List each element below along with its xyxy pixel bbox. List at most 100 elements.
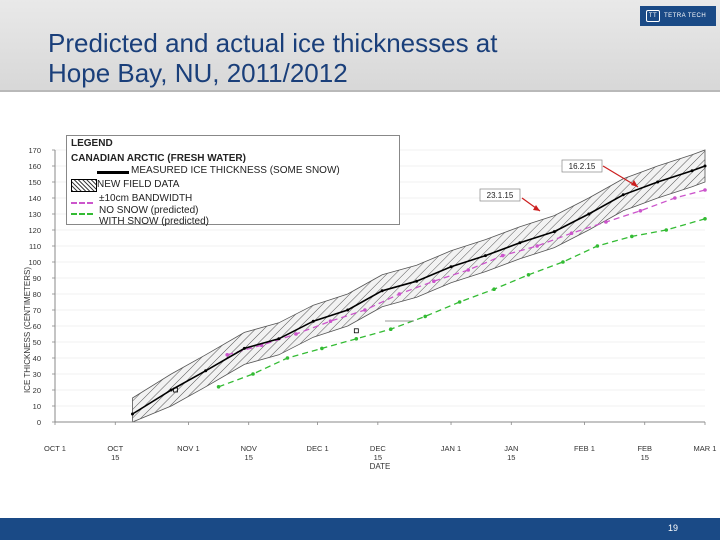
data-point-with-snow [561, 260, 565, 264]
data-point-no-snow [535, 244, 539, 248]
legend-title: LEGEND [71, 138, 113, 149]
callout-label: 23.1.15 [487, 191, 514, 200]
x-tick-label: JAN 1 [441, 444, 461, 453]
data-point-no-snow [466, 268, 471, 272]
company-logo: TT TETRA TECH [640, 6, 716, 26]
slide-title: Predicted and actual ice thicknesses at … [48, 28, 497, 88]
data-point-measured [415, 279, 419, 283]
y-tick-label: 50 [33, 338, 41, 347]
data-point-field-data [173, 387, 178, 393]
y-tick-label: 160 [28, 162, 41, 171]
data-point-no-snow [363, 308, 367, 312]
data-point-no-snow [432, 279, 436, 283]
callout-16-2-15: 16.2.15 [561, 159, 639, 188]
data-point-measured [587, 212, 591, 216]
legend-swatch-with-snow [71, 213, 93, 215]
data-point-measured [311, 319, 315, 323]
data-point-measured [169, 388, 173, 392]
legend-item-bandwidth: ±10cm BANDWIDTH [99, 193, 193, 204]
legend-swatch-no-snow [71, 202, 93, 204]
data-point-measured [483, 254, 487, 258]
x-tick-label: DEC 1 [307, 444, 329, 453]
data-point-with-snow [320, 346, 324, 351]
x-tick-label-line: 15 [374, 453, 382, 462]
data-point-measured [242, 346, 246, 350]
data-point-measured [703, 164, 707, 168]
data-point-measured [346, 308, 350, 312]
y-tick-label: 140 [28, 194, 41, 203]
x-tick-label: MAR 1 [694, 444, 717, 453]
x-tick-label-line: 15 [641, 453, 649, 462]
slide-header [0, 0, 720, 92]
data-point-field-data [353, 328, 359, 334]
x-axis-label: DATE [370, 462, 391, 471]
x-tick-label-line: 15 [245, 453, 253, 462]
data-point-measured [277, 337, 281, 341]
data-point-with-snow [492, 287, 496, 291]
y-tick-label: 100 [28, 258, 41, 267]
data-point-no-snow [225, 353, 229, 357]
data-point-with-snow [216, 385, 221, 389]
y-tick-label: 80 [33, 290, 41, 299]
y-tick-label: 130 [28, 210, 41, 219]
x-tick-label-line: DEC [370, 444, 386, 453]
bandwidth-polygon [132, 149, 706, 423]
x-tick-label: JAN 15 [504, 444, 518, 462]
data-point-with-snow [251, 372, 255, 376]
y-axis-label-text: ICE THICKNESS (CENTIMETERS) [23, 267, 32, 393]
data-point-with-snow [388, 327, 393, 331]
legend-item-with-snow: WITH SNOW (predicted) [99, 216, 210, 227]
callout-label: 16.2.15 [569, 162, 596, 171]
callout-23-1-15: 23.1.15 [479, 188, 541, 212]
series-line-with-snow [218, 218, 706, 388]
data-point-measured [518, 241, 522, 245]
y-axis-label: ICE THICKNESS (CENTIMETERS) [23, 267, 32, 393]
bandwidth-band [132, 149, 706, 423]
y-tick-label: 110 [29, 242, 41, 251]
data-point-no-snow [500, 253, 505, 258]
x-tick-label-line: FEB [637, 444, 652, 453]
x-tick-label-line: NOV [241, 444, 257, 453]
data-point-measured [204, 369, 208, 373]
y-tick-label: 90 [33, 274, 41, 283]
y-tick-label: 10 [33, 402, 41, 411]
x-tick-label-line: JAN [504, 444, 518, 453]
y-tick-label: 150 [28, 178, 41, 187]
data-point-no-snow [294, 332, 298, 336]
axes-layer: 0 10 20 30 40 50 60 70 80 90 100 110 120 130 140 150 160… [28, 146, 716, 462]
callout-arrowhead [533, 205, 540, 211]
data-point-measured [690, 169, 694, 173]
x-tick-label: NOV 1 [177, 444, 200, 453]
data-point-measured [130, 412, 134, 416]
title-line-1: Predicted and actual ice thicknesses at [48, 28, 498, 58]
y-tick-label: 70 [33, 306, 41, 315]
data-point-measured [656, 180, 660, 184]
header-divider [0, 90, 720, 92]
y-tick-label: 40 [33, 354, 41, 363]
data-point-with-snow [664, 228, 669, 232]
data-point-no-snow [638, 209, 643, 213]
data-point-no-snow [703, 188, 707, 192]
page-number: 19 [667, 523, 678, 533]
legend-swatch-field-data [71, 179, 97, 192]
callout-box [561, 159, 603, 173]
y-tick-label: 60 [33, 322, 41, 331]
data-point-no-snow [397, 292, 402, 296]
data-point-with-snow [526, 273, 531, 277]
slide-footer: 19 [0, 518, 720, 540]
y-tick-label: 120 [28, 226, 41, 235]
series-line-measured [132, 165, 706, 415]
data-point-measured [621, 193, 625, 197]
x-tick-label-line: 15 [507, 453, 515, 462]
x-tick-label: DEC 15 [370, 444, 386, 462]
chart-legend: LEGEND CANADIAN ARCTIC (FRESH WATER) MEA… [66, 135, 400, 227]
x-tick-label-line: OCT [107, 444, 123, 453]
x-tick-label: OCT 15 [107, 444, 123, 462]
x-tick-label: NOV 15 [241, 444, 257, 462]
legend-item-field-data: NEW FIELD DATA [97, 179, 180, 190]
data-point-with-snow [354, 337, 359, 341]
x-tick-label: OCT 1 [44, 444, 66, 453]
series-layer [130, 164, 707, 416]
data-point-measured [449, 265, 453, 269]
legend-item-no-snow: NO SNOW (predicted) [99, 205, 199, 216]
